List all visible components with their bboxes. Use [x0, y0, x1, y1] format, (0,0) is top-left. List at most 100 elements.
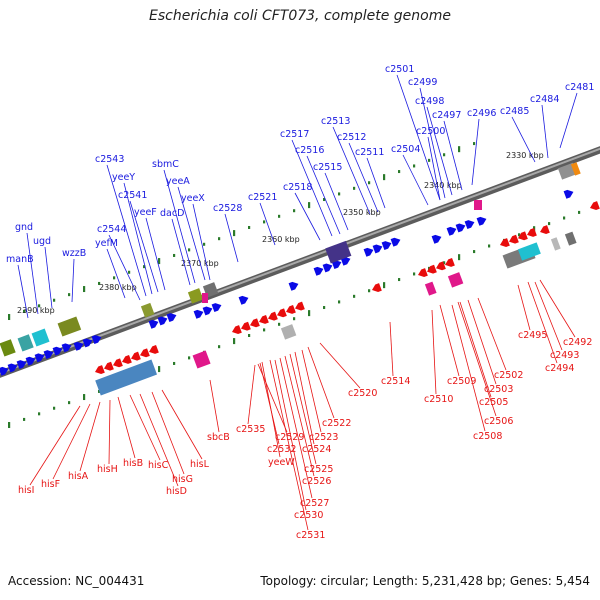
reverse-gene-label: c2493 [550, 350, 579, 361]
reverse-gene-shape [140, 348, 150, 358]
scale-tick [398, 278, 401, 282]
forward-gene-shape [288, 281, 299, 291]
gene-block-shape [95, 359, 158, 396]
reverse-gene-shape [113, 358, 123, 368]
forward-gene-shape [455, 223, 466, 233]
forward-gene-shape [166, 313, 177, 323]
forward-gene-label: c2515 [313, 162, 342, 173]
reverse-gene [113, 358, 123, 368]
forward-label-line [291, 139, 333, 237]
reverse-gene-label: hisB [123, 458, 143, 469]
forward-gene-label: yeeY [112, 172, 135, 183]
reverse-gene-shape [518, 231, 528, 241]
reverse-gene-label: yeeW [268, 457, 295, 468]
forward-gene-shape [157, 316, 168, 326]
reverse-gene [104, 361, 114, 371]
reverse-gene-label: c2532 [267, 444, 296, 455]
forward-gene-shape [25, 356, 36, 366]
forward-label-line [259, 202, 276, 246]
scale-tick [278, 214, 281, 218]
gene-block-shape [31, 328, 50, 347]
forward-gene-label: yeeX [181, 193, 205, 204]
reverse-gene-shape [540, 225, 550, 235]
forward-gene-shape [464, 220, 475, 230]
reverse-label-line [139, 393, 179, 487]
reverse-gene [427, 264, 437, 274]
scale-tick [518, 233, 521, 237]
gene-block [325, 240, 352, 264]
scale-tick [263, 220, 266, 224]
reverse-gene [232, 325, 242, 335]
forward-label-line [106, 164, 147, 297]
forward-label-line [471, 118, 480, 186]
forward-gene [91, 335, 102, 345]
gene-block-shape [550, 237, 561, 251]
scale-tick [563, 216, 566, 220]
reverse-gene-label: hisA [68, 471, 89, 482]
gene-block [57, 316, 82, 337]
forward-gene-shape [73, 341, 84, 351]
forward-label-line [294, 192, 321, 241]
reverse-label-line [284, 355, 315, 477]
scale-tick [248, 225, 251, 229]
forward-gene-shape [16, 360, 27, 370]
reverse-label-line [274, 359, 307, 511]
gene-block-shape [17, 334, 34, 352]
scale-label: 2360 kbp [262, 235, 300, 244]
gene-block-shape [192, 350, 211, 369]
reverse-gene-shape [372, 283, 382, 293]
forward-gene-label: c2543 [95, 154, 124, 165]
forward-gene-label: c2500 [416, 126, 445, 137]
reverse-gene-label: hisI [18, 485, 34, 496]
forward-gene-shape [476, 216, 487, 226]
reverse-gene-shape [241, 321, 251, 331]
forward-label-line [306, 155, 341, 235]
forward-gene [211, 303, 222, 313]
reverse-gene-shape [427, 264, 437, 274]
scale-tick [308, 202, 311, 209]
forward-gene-shape [202, 306, 213, 316]
scale-tick [218, 345, 221, 349]
reverse-gene [518, 231, 528, 241]
scale-tick [83, 394, 86, 401]
reverse-gene-shape [509, 234, 519, 244]
gene-block-shape [517, 242, 541, 261]
gene-block [570, 162, 581, 176]
forward-gene [25, 356, 36, 366]
forward-gene [331, 260, 342, 270]
scale-tick [383, 174, 386, 181]
scale-tick [263, 328, 266, 332]
forward-gene-shape [381, 241, 392, 251]
reverse-label-line [517, 284, 531, 331]
forward-gene [476, 216, 487, 226]
reverse-gene-label: hisD [166, 486, 187, 497]
reverse-label-line [29, 405, 81, 486]
reverse-gene-shape [104, 361, 114, 371]
forward-gene [238, 295, 249, 305]
scale-tick [83, 286, 86, 293]
forward-label-line [177, 186, 206, 281]
scale-tick [233, 230, 236, 237]
reverse-gene-shape [500, 238, 510, 248]
reverse-label-line [301, 349, 322, 433]
scale-tick [158, 258, 161, 265]
scale-tick [98, 281, 101, 285]
reverse-gene-shape [95, 365, 105, 375]
forward-gene [193, 309, 204, 319]
forward-gene [455, 223, 466, 233]
reverse-gene-label: c2527 [300, 498, 329, 509]
forward-gene [390, 237, 401, 247]
forward-gene-label: c2504 [391, 144, 420, 155]
scale-tick [293, 209, 296, 213]
forward-label-line [171, 218, 191, 286]
reverse-gene-label: sbcB [207, 432, 230, 443]
scale-tick [338, 300, 341, 304]
scale-label: 2380 kbp [99, 283, 137, 292]
scale-tick [323, 198, 326, 202]
forward-label-line [44, 246, 53, 309]
reverse-gene-label: hisG [172, 474, 193, 485]
scale-tick [278, 322, 281, 326]
reverse-gene [259, 315, 269, 324]
gene-block-shape [447, 272, 464, 288]
forward-label-line [129, 200, 159, 293]
